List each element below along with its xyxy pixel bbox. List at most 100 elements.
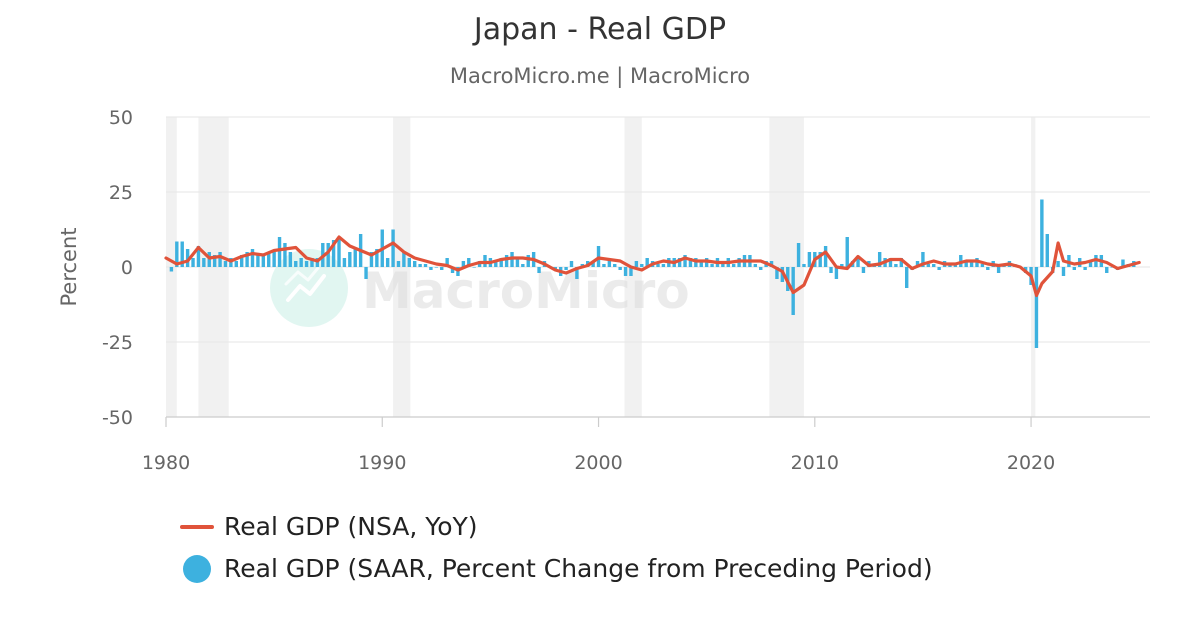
bar: [185, 249, 190, 267]
bar: [807, 252, 812, 267]
bar: [656, 264, 660, 267]
bar: [683, 255, 687, 267]
bar: [169, 267, 174, 272]
bar: [375, 249, 379, 267]
bar: [645, 258, 649, 267]
bar: [310, 258, 314, 267]
bar: [1045, 234, 1049, 267]
bar: [272, 252, 276, 267]
bar: [472, 267, 476, 268]
bar: [261, 255, 266, 267]
bar: [688, 258, 693, 267]
bar: [521, 264, 525, 267]
bar: [202, 258, 206, 267]
bar: [342, 258, 347, 267]
watermark-logo-icon: [270, 249, 348, 327]
legend-label-bar: Real GDP (SAAR, Percent Change from Prec…: [224, 554, 933, 583]
bar: [348, 252, 352, 267]
bar: [894, 264, 898, 267]
bar: [618, 267, 622, 270]
legend-item-line[interactable]: Real GDP (NSA, YoY): [180, 512, 478, 541]
bar: [996, 267, 1001, 273]
bar: [1088, 261, 1093, 267]
bar: [915, 261, 920, 267]
y-tick-label: 50: [109, 107, 133, 129]
bar: [331, 240, 336, 267]
bar: [699, 261, 703, 267]
bar: [369, 252, 374, 267]
bar: [575, 267, 579, 279]
bar: [899, 258, 903, 267]
bar: [829, 267, 833, 273]
bar: [969, 261, 974, 267]
bar: [250, 249, 255, 267]
legend-label-line: Real GDP (NSA, YoY): [224, 512, 478, 541]
bar: [964, 261, 968, 267]
bar: [661, 264, 666, 267]
bar: [467, 258, 471, 267]
bar: [294, 261, 298, 267]
bar: [564, 267, 568, 270]
y-tick-label: -25: [102, 332, 133, 354]
bar: [429, 267, 433, 270]
bar: [267, 252, 271, 267]
bar: [569, 261, 574, 267]
y-axis-label: Percent: [57, 227, 81, 306]
bar: [877, 252, 882, 267]
bar: [823, 246, 828, 267]
bar: [834, 267, 839, 279]
bar: [175, 241, 179, 267]
bar: [223, 261, 228, 267]
bar: [926, 264, 931, 267]
bar: [1034, 267, 1039, 348]
bar: [905, 267, 909, 288]
bar: [407, 258, 411, 267]
x-tick-label: 1980: [142, 452, 190, 474]
bar: [634, 261, 639, 267]
x-tick-label: 2000: [574, 452, 622, 474]
x-tick-label: 1990: [358, 452, 406, 474]
bar: [629, 267, 633, 276]
bar: [218, 252, 222, 267]
bar: [434, 267, 439, 268]
bar: [861, 267, 866, 273]
bar: [623, 267, 628, 276]
bar: [775, 267, 779, 279]
bar: [980, 264, 985, 267]
bar: [353, 249, 357, 267]
bar: [1105, 267, 1109, 273]
bar: [234, 261, 238, 267]
bar: [245, 252, 249, 267]
bar: [607, 261, 612, 267]
bar: [461, 261, 466, 267]
bar: [1083, 267, 1087, 270]
bar: [932, 264, 936, 267]
bar: [840, 264, 844, 267]
bar: [191, 258, 195, 267]
bar: [180, 241, 184, 267]
bar: [450, 267, 455, 273]
bar: [1121, 259, 1125, 267]
y-tick-label: 25: [109, 182, 133, 204]
bar: [515, 258, 520, 267]
bar: [818, 252, 822, 267]
bar: [1056, 261, 1060, 267]
x-tick-label: 2020: [1007, 452, 1055, 474]
bar: [396, 261, 401, 267]
bar: [591, 261, 595, 267]
bar: [304, 261, 309, 267]
bar: [445, 258, 449, 267]
bar: [1072, 267, 1077, 270]
legend-item-bar[interactable]: Real GDP (SAAR, Percent Change from Prec…: [180, 554, 933, 583]
bar: [856, 258, 860, 267]
bar: [921, 252, 925, 267]
bar: [499, 258, 503, 267]
bar: [239, 255, 244, 267]
bar: [986, 267, 990, 270]
bar: [385, 258, 390, 267]
y-tick-label: 0: [121, 257, 133, 279]
bar: [326, 243, 330, 267]
bar: [640, 264, 644, 267]
bar: [802, 264, 806, 267]
